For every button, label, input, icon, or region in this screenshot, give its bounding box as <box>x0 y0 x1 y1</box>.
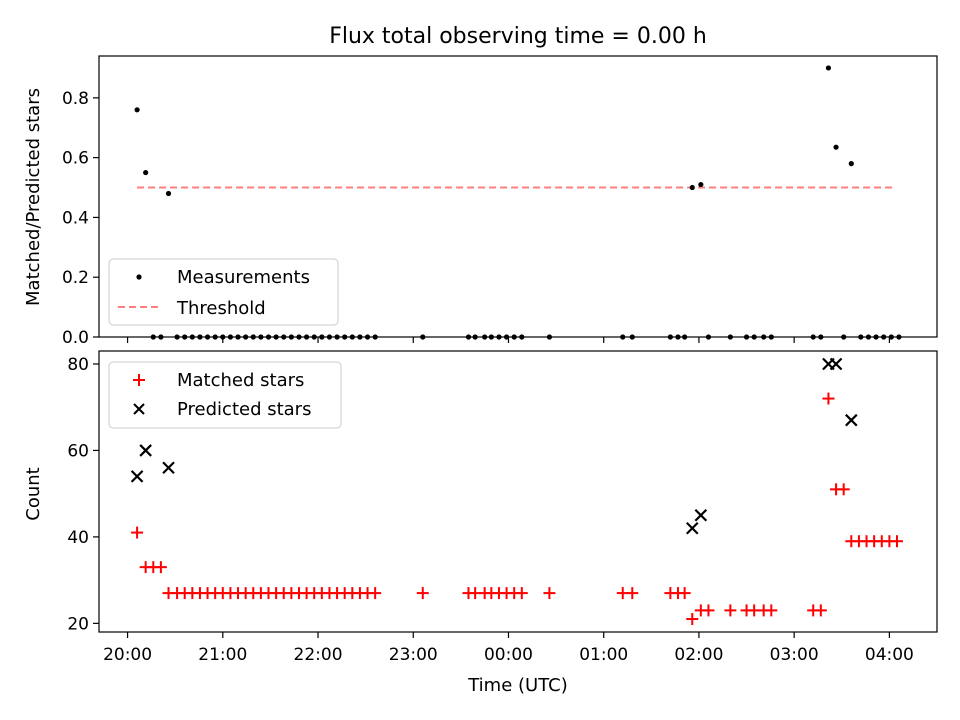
legend-measurements-marker <box>136 274 142 280</box>
bottom-ytick-label: 20 <box>67 614 89 634</box>
predicted-star-point <box>685 521 699 535</box>
matched-star-point <box>686 613 699 626</box>
predicted-star-point <box>694 508 708 522</box>
predicted-star-point <box>139 444 152 457</box>
x-tick-label: 22:00 <box>294 645 343 665</box>
predicted-star-point <box>829 357 843 371</box>
legend-predicted-marker <box>133 403 145 415</box>
measurement-point <box>825 65 832 71</box>
matched-star-point <box>369 587 382 600</box>
legend-matched-label: Matched stars <box>177 370 304 391</box>
matched-star-point <box>702 604 715 617</box>
bottom-legend: Matched stars Predicted stars <box>108 361 342 429</box>
top-ytick-label: 0.0 <box>62 328 89 348</box>
x-tick-label: 21:00 <box>198 645 247 665</box>
legend-measurements-label: Measurements <box>177 267 310 288</box>
matched-star-point <box>891 535 904 548</box>
bottom-ytick-label: 60 <box>67 441 89 461</box>
top-panel: 0.00.20.40.60.8 Matched/Predicted stars … <box>23 55 938 348</box>
matched-star-point <box>154 561 167 574</box>
legend-matched-marker <box>133 374 145 386</box>
x-tick-label: 00:00 <box>484 645 533 665</box>
predicted-star-point <box>845 413 858 427</box>
x-tick-label: 23:00 <box>389 645 438 665</box>
matched-star-point <box>515 587 528 600</box>
x-tick-label: 03:00 <box>770 645 819 665</box>
matched-star-point <box>626 587 639 600</box>
measurement-point <box>689 184 695 191</box>
top-ytick-label: 0.6 <box>62 149 89 169</box>
measurement-point <box>848 161 854 167</box>
measurement-point <box>833 144 839 150</box>
measurement-point <box>143 169 149 176</box>
x-tick-label: 04:00 <box>865 645 914 665</box>
matched-star-point <box>678 587 691 600</box>
matched-star-point <box>416 587 429 600</box>
x-tick-label: 01:00 <box>579 645 628 665</box>
chart-title: Flux total observing time = 0.00 h <box>329 24 707 49</box>
x-axis-label: Time (UTC) <box>467 675 568 696</box>
bottom-axes-frame <box>98 350 938 633</box>
matched-star-point <box>131 526 144 539</box>
matched-star-point <box>837 483 850 496</box>
measurement-point <box>134 107 140 113</box>
matched-star-point <box>814 604 827 617</box>
predicted-star-point <box>162 461 175 475</box>
bottom-ytick-label: 80 <box>67 355 89 375</box>
measurement-point <box>165 190 172 197</box>
top-ytick-label: 0.8 <box>62 89 89 109</box>
top-axes-frame <box>98 55 938 338</box>
matched-star-point <box>543 587 556 600</box>
matched-star-point <box>765 604 778 617</box>
matched-star-point <box>822 392 835 405</box>
measurement-point <box>698 181 704 188</box>
bottom-panel: 20 40 60 80 20:00 21:00 22:00 23:00 00:00 01:00 02… <box>23 350 938 665</box>
top-legend: Measurements Threshold <box>108 258 339 326</box>
matched-star-point <box>724 604 737 617</box>
legend-threshold-label: Threshold <box>176 298 266 319</box>
legend-predicted-label: Predicted stars <box>177 399 311 420</box>
bottom-ytick-label: 40 <box>67 528 89 548</box>
x-tick-label: 02:00 <box>674 645 723 665</box>
bottom-ylabel: Count <box>23 467 44 520</box>
top-ylabel: Matched/Predicted stars <box>23 88 44 306</box>
top-ytick-label: 0.2 <box>62 268 89 288</box>
x-tick-label: 20:00 <box>103 645 152 665</box>
predicted-star-point <box>130 470 144 483</box>
top-ytick-label: 0.4 <box>62 208 89 228</box>
